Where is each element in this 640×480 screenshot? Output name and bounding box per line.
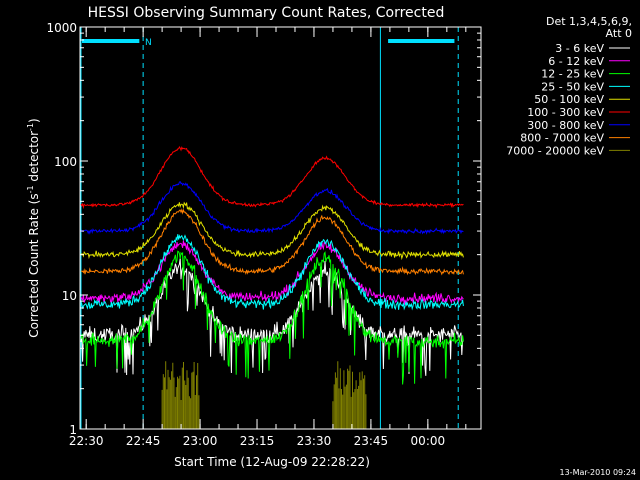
plot-area: N 1 10 100 1000 22:30 22:45 23:00 23:15 23:30 23:4…: [46, 21, 482, 448]
x-tick-label: 23:00: [183, 434, 218, 448]
y-axis-label-mid: detector: [27, 131, 41, 186]
y-tick-label: 1: [69, 423, 77, 437]
y-tick-label: 100: [54, 155, 77, 169]
y-tick-label: 1000: [46, 21, 77, 35]
x-tick-label: 23:15: [240, 434, 275, 448]
series-line-0: [80, 258, 464, 376]
series-line-3: [80, 234, 464, 311]
legend-label-8: 7000 - 20000 keV: [506, 144, 604, 157]
x-tick-label: 00:00: [411, 434, 446, 448]
series-line-6: [80, 181, 464, 235]
legend-label-6: 300 - 800 keV: [527, 119, 604, 132]
y-axis-label-end: ): [27, 118, 41, 123]
series-line-5: [80, 146, 464, 210]
legend-label-2: 12 - 25 keV: [541, 68, 604, 81]
legend-label-3: 25 - 50 keV: [541, 80, 604, 93]
x-tick-label: 23:30: [297, 434, 332, 448]
legend-label-5: 100 - 300 keV: [527, 106, 604, 119]
legend-label-4: 50 - 100 keV: [534, 93, 604, 106]
legend-label-0: 3 - 6 keV: [555, 42, 604, 55]
y-axis-label-sup2: -1: [26, 123, 35, 131]
x-axis-label: Start Time (12-Aug-09 22:28:22): [174, 455, 370, 469]
x-tick-label: 23:45: [354, 434, 389, 448]
y-axis-label-main: Corrected Count Rate (s: [27, 193, 41, 337]
series-line-7: [80, 208, 464, 276]
y-axis-label-sup1: -1: [26, 185, 35, 193]
series-line-4: [80, 201, 464, 261]
series-line-1: [80, 240, 464, 306]
series-line-2: [80, 250, 464, 385]
chart-title: HESSI Observing Summary Count Rates, Cor…: [88, 5, 445, 21]
y-tick-label: 10: [62, 289, 77, 303]
legend-header-1: Det 1,3,4,5,6,9,: [546, 15, 632, 28]
x-tick-label: 22:45: [126, 434, 161, 448]
legend-header-2: Att 0: [606, 27, 632, 40]
x-tick-label: 22:30: [69, 434, 104, 448]
timestamp: 13-Mar-2010 09:24: [560, 468, 637, 477]
attenuator-burst-1: [332, 361, 367, 429]
y-axis-label: Corrected Count Rate (s-1 detector-1): [26, 118, 41, 337]
night-marker-label: N: [145, 38, 152, 48]
legend-label-1: 6 - 12 keV: [548, 55, 604, 68]
plot-frame: [79, 26, 482, 430]
attenuator-burst-0: [161, 361, 200, 429]
legend-label-7: 800 - 7000 keV: [520, 132, 604, 145]
